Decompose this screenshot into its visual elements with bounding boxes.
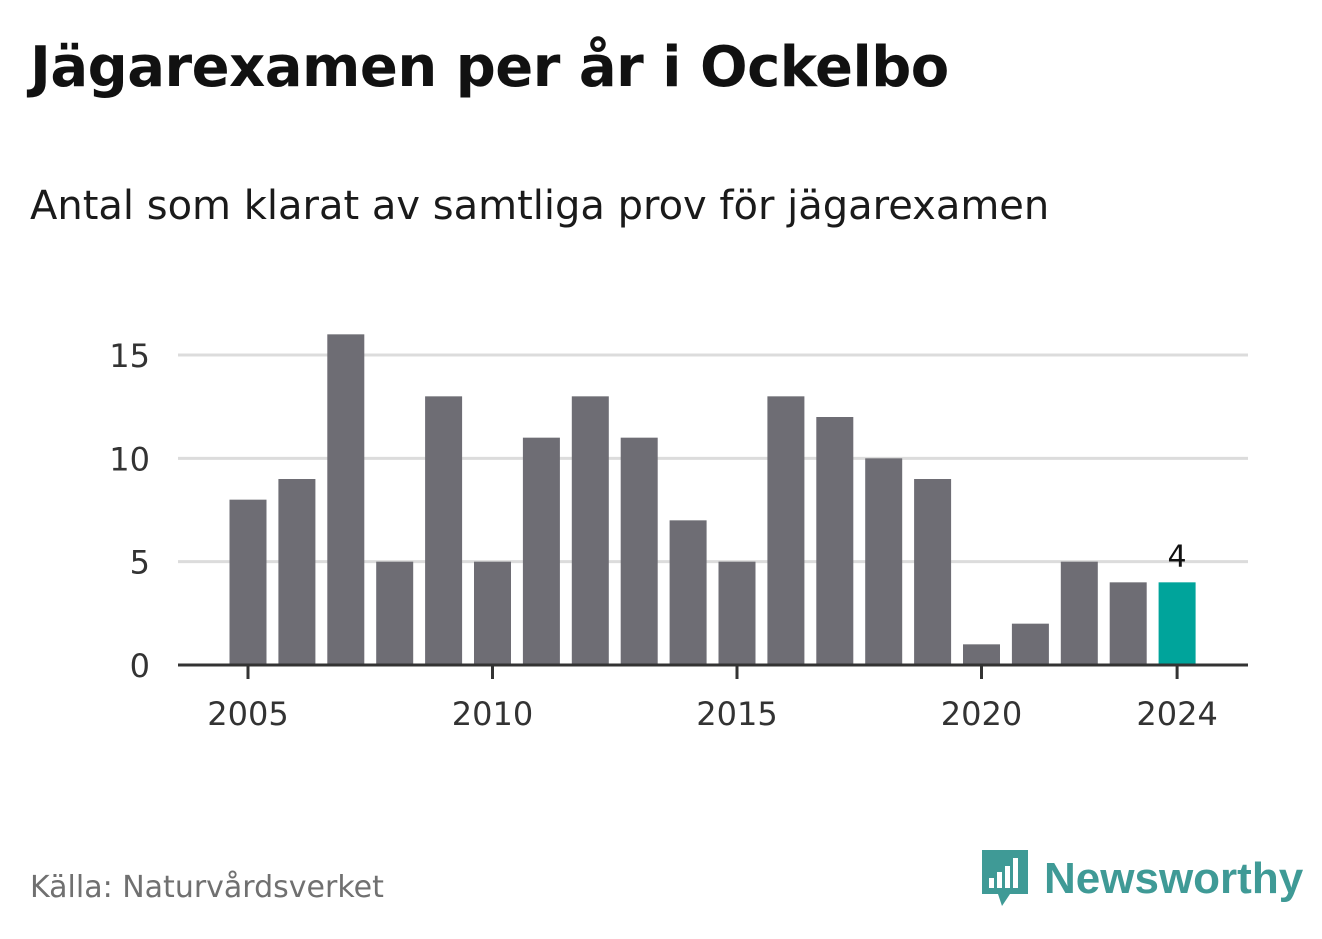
- bar: [376, 561, 414, 665]
- y-tick-label: 15: [109, 337, 150, 375]
- bar: [278, 479, 316, 665]
- y-tick-label: 5: [130, 544, 150, 582]
- chart-title: Jägarexamen per år i Ockelbo: [30, 35, 949, 100]
- bar: [522, 437, 560, 665]
- brand-logo: Newsworthy: [980, 848, 1303, 910]
- x-tick-label: 2005: [207, 695, 288, 733]
- newsworthy-logo-icon: [982, 850, 1028, 906]
- bar: [914, 479, 952, 665]
- y-tick-label: 0: [130, 647, 150, 685]
- x-tick-label: 2020: [941, 695, 1022, 733]
- x-tick-label: 2010: [452, 695, 533, 733]
- bar: [767, 396, 805, 665]
- source-note: Källa: Naturvårdsverket: [30, 870, 384, 905]
- bar: [327, 334, 365, 665]
- bar: [1060, 561, 1098, 665]
- bar: [865, 458, 903, 665]
- bar: [425, 396, 463, 665]
- bar: [963, 644, 1000, 665]
- bar: [474, 561, 511, 665]
- bar-chart: 0 5 10 15 4 2005 2010 2015 2020 2024: [109, 334, 1248, 733]
- bar: [669, 520, 707, 665]
- bar: [620, 437, 658, 665]
- x-tick-label: 2015: [696, 695, 777, 733]
- bar: [1011, 623, 1049, 665]
- y-tick-label: 10: [109, 440, 150, 478]
- x-tick-label: 2024: [1136, 695, 1217, 733]
- brand-name: Newsworthy: [1044, 854, 1304, 903]
- bar: [571, 396, 609, 665]
- bar-highlight: [1158, 582, 1196, 665]
- chart-subtitle: Antal som klarat av samtliga prov för jä…: [30, 183, 1050, 229]
- bar: [816, 417, 854, 665]
- bar: [1109, 582, 1147, 665]
- bar: [229, 499, 267, 665]
- data-label: 4: [1168, 539, 1187, 574]
- bar: [718, 561, 756, 665]
